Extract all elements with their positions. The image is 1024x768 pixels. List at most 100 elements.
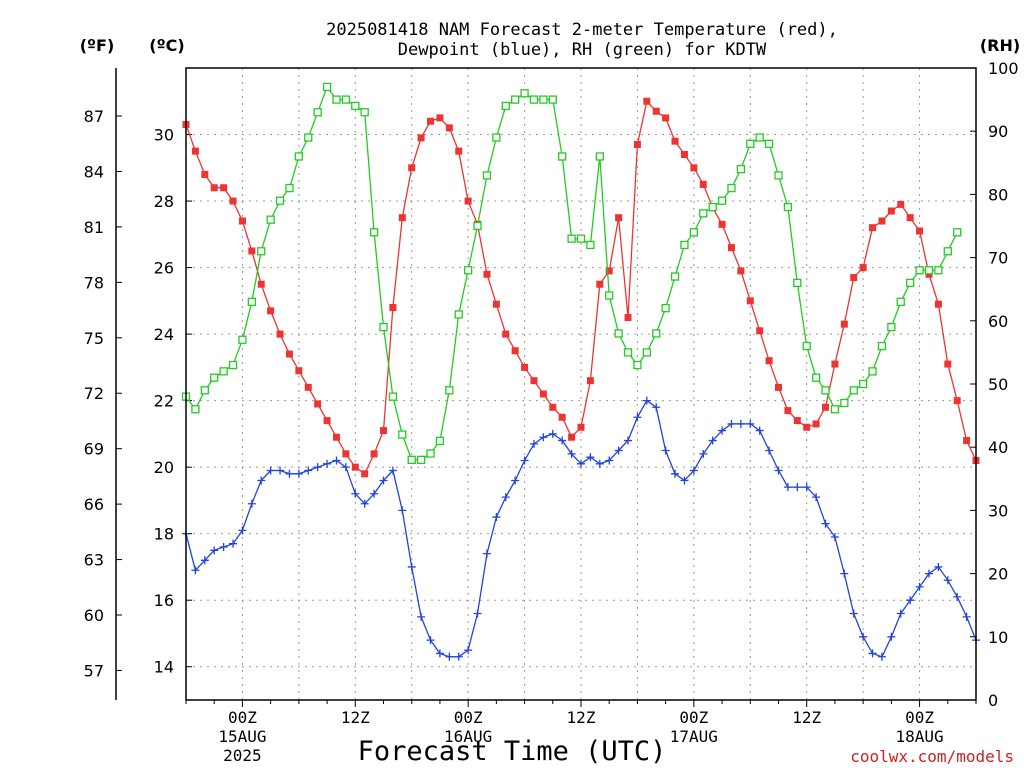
rh-point: [210, 373, 219, 382]
rh-point: [398, 430, 407, 439]
celsius-tick-label: 22: [154, 392, 174, 411]
dewpoint-point: [652, 403, 661, 412]
dewpoint-point: [445, 652, 454, 661]
rh-point: [774, 171, 783, 180]
rh-point: [379, 322, 388, 332]
rh-tick-label: 100: [988, 59, 1019, 78]
credit-text: coolwx.com/models: [850, 747, 1014, 766]
x-tick-label: 00Z: [454, 708, 483, 727]
dewpoint-point: [605, 456, 614, 465]
temperature-point: [840, 320, 848, 328]
dewpoint-point: [859, 632, 868, 641]
rh-point: [548, 95, 557, 104]
dewpoint-point: [671, 469, 680, 478]
fahrenheit-tick-label: 60: [84, 606, 104, 625]
temperature-point: [662, 114, 670, 122]
rh-point: [633, 360, 642, 370]
temperature-point: [953, 397, 961, 405]
temperature-point: [934, 300, 942, 308]
rh-point: [416, 455, 426, 464]
rh-point: [369, 228, 379, 237]
rh-point: [332, 95, 341, 104]
rh-point: [661, 304, 670, 313]
dewpoint-point: [943, 576, 952, 585]
rh-point: [755, 133, 764, 142]
dewpoint-point: [661, 446, 670, 455]
celsius-tick-label: 20: [154, 458, 174, 477]
temperature-point: [210, 184, 218, 192]
fahrenheit-tick-label: 69: [84, 440, 104, 459]
x-tick-label: 12Z: [341, 708, 370, 727]
temperature-point: [756, 327, 764, 335]
temperature-point: [370, 450, 378, 458]
temperature-series-line: [185, 99, 977, 475]
rh-point: [435, 436, 445, 446]
temperature-point: [285, 350, 293, 358]
temperature-point: [530, 377, 538, 385]
temperature-point: [539, 390, 547, 398]
dewpoint-point: [718, 426, 727, 435]
celsius-axis-label: (ºC): [149, 36, 184, 55]
dewpoint-point: [247, 499, 256, 508]
axis-layer: 14 16 18 20 22 24 26 28 30 57 60 63 66 69 72 75 78 81 84 87…: [84, 59, 1019, 765]
dewpoint-point: [840, 569, 849, 578]
temperature-point: [361, 470, 369, 478]
rh-point: [304, 133, 313, 142]
dewpoint-point: [548, 429, 557, 438]
temperature-point: [455, 147, 463, 155]
dewpoint-point: [953, 592, 962, 601]
rh-point: [520, 89, 529, 98]
temperature-point: [963, 437, 971, 445]
dewpoint-point: [765, 446, 774, 455]
celsius-tick-label: 26: [154, 259, 174, 278]
temperature-point: [869, 224, 877, 232]
rh-point: [680, 240, 689, 250]
temperature-point: [859, 264, 867, 272]
dewpoint-point: [962, 612, 971, 621]
rh-point: [501, 101, 510, 111]
temperature-point: [906, 214, 914, 222]
rh-point: [858, 379, 868, 389]
rh-tick-label: 20: [988, 565, 1008, 584]
temperature-point: [558, 413, 566, 421]
temperature-point: [652, 107, 660, 115]
rh-point: [492, 133, 501, 142]
rh-point: [558, 152, 567, 161]
temperature-point: [464, 197, 472, 205]
temperature-point: [220, 184, 228, 192]
temperature-point: [878, 217, 886, 225]
celsius-tick-label: 30: [154, 126, 174, 145]
rh-point: [511, 95, 520, 104]
dewpoint-point: [407, 562, 416, 571]
rh-point: [877, 341, 887, 351]
x-axis-title: Forecast Time (UTC): [358, 736, 667, 767]
dewpoint-point: [520, 456, 529, 465]
fahrenheit-tick-label: 81: [84, 218, 104, 237]
rh-point: [238, 335, 247, 344]
dewpoint-point: [473, 609, 482, 618]
temperature-point: [624, 313, 632, 321]
rh-tick-label: 60: [988, 312, 1008, 331]
rh-point: [689, 228, 699, 237]
x-tick-label: 00Z: [228, 708, 257, 727]
dewpoint-point: [398, 506, 407, 515]
rh-point: [849, 386, 858, 395]
rh-point: [473, 221, 482, 231]
chart-title-line1: 2025081418 NAM Forecast 2-meter Temperat…: [326, 20, 838, 40]
dewpoint-point: [323, 459, 332, 468]
dewpoint-point: [501, 493, 510, 502]
rh-point: [727, 183, 736, 193]
rh-point: [868, 367, 877, 376]
temperature-point: [596, 280, 604, 288]
dewpoint-point: [849, 609, 858, 618]
temperature-point: [483, 270, 491, 278]
rh-point: [285, 183, 294, 193]
temperature-point: [633, 141, 641, 149]
temperature-point: [568, 433, 576, 441]
rh-point: [943, 247, 952, 256]
temperature-point: [643, 97, 651, 105]
dewpoint-point: [934, 562, 943, 571]
dewpoint-point: [887, 632, 896, 641]
rh-point: [539, 95, 548, 104]
